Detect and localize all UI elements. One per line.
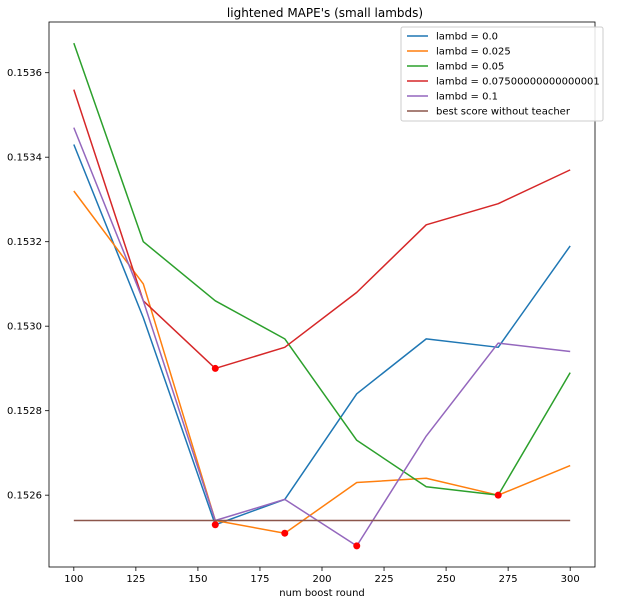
y-axis: 0.1526 0.1528 0.1530 0.1532 0.1534 0.1536 xyxy=(7,68,49,502)
minima-markers xyxy=(211,364,502,550)
legend: lambd = 0.0 lambd = 0.025 lambd = 0.05 lamb… xyxy=(400,26,604,122)
series-line-3 xyxy=(73,89,571,370)
minimum-point-1 xyxy=(281,529,289,537)
y-tick-label-3: 0.1532 xyxy=(7,237,42,248)
y-tick-label-1: 0.1528 xyxy=(7,406,42,417)
minimum-point-3 xyxy=(211,364,219,372)
minimum-point-2 xyxy=(494,491,502,499)
legend-label-0: lambd = 0.0 xyxy=(436,32,498,43)
y-tick-label-5: 0.1536 xyxy=(7,68,42,79)
y-tick-label-2: 0.1530 xyxy=(7,322,42,333)
legend-label-1: lambd = 0.025 xyxy=(436,47,511,58)
series-line-1 xyxy=(73,190,571,534)
x-tick-label-2: 150 xyxy=(188,574,207,585)
x-tick-label-0: 100 xyxy=(64,574,83,585)
series-line-4 xyxy=(73,127,571,547)
minimum-point-4 xyxy=(353,542,361,550)
series-line-2 xyxy=(73,42,571,496)
y-tick-label-0: 0.1526 xyxy=(7,491,42,502)
x-axis-label: num boost round xyxy=(279,588,365,599)
x-tick-label-1: 125 xyxy=(126,574,145,585)
y-tick-label-4: 0.1534 xyxy=(7,153,42,164)
x-tick-label-7: 275 xyxy=(499,574,518,585)
legend-box xyxy=(400,26,604,122)
legend-entries: lambd = 0.0 lambd = 0.025 lambd = 0.05 lamb… xyxy=(407,32,600,118)
legend-label-4: lambd = 0.1 xyxy=(436,92,498,103)
legend-label-2: lambd = 0.05 xyxy=(436,62,504,73)
x-tick-label-3: 175 xyxy=(250,574,269,585)
x-tick-label-4: 200 xyxy=(312,574,331,585)
x-axis: 100 125 150 175 200 225 250 275 300 xyxy=(64,567,580,585)
x-tick-label-5: 225 xyxy=(374,574,393,585)
x-tick-label-8: 300 xyxy=(561,574,580,585)
series-line-0 xyxy=(73,144,571,526)
chart-title: lightened MAPE's (small lambds) xyxy=(227,6,423,20)
minimum-point-0 xyxy=(211,521,219,529)
legend-label-5: best score without teacher xyxy=(436,107,571,118)
series-lines xyxy=(73,42,571,547)
x-tick-label-6: 250 xyxy=(437,574,456,585)
legend-label-3: lambd = 0.07500000000000001 xyxy=(436,77,600,88)
